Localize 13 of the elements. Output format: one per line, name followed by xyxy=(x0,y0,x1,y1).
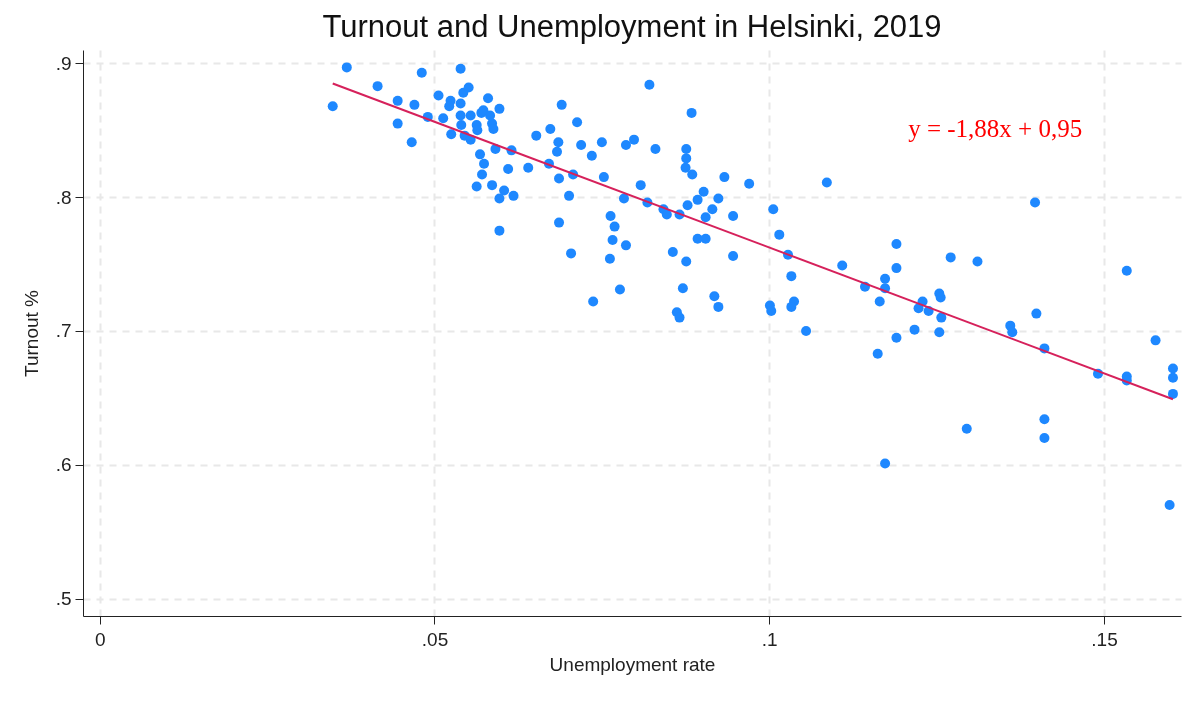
x-tick-label: 0 xyxy=(94,628,106,650)
chart-title: Turnout and Unemployment in Helsinki, 2019 xyxy=(322,9,942,44)
x-tick-label: .1 xyxy=(761,628,778,650)
y-tick-label: .7 xyxy=(55,320,72,342)
y-axis-title: Turnout % xyxy=(20,289,42,377)
x-tick-label: .05 xyxy=(421,628,449,650)
y-tick-label: .6 xyxy=(55,454,72,476)
x-tick-label: .15 xyxy=(1091,628,1118,650)
y-tick-label: .8 xyxy=(55,186,72,208)
annotation: y = -1,88x + 0,95 xyxy=(908,115,1083,143)
y-tick-label: .5 xyxy=(55,588,72,610)
y-tick-label: .9 xyxy=(55,52,72,74)
x-axis-title: Unemployment rate xyxy=(549,653,716,675)
